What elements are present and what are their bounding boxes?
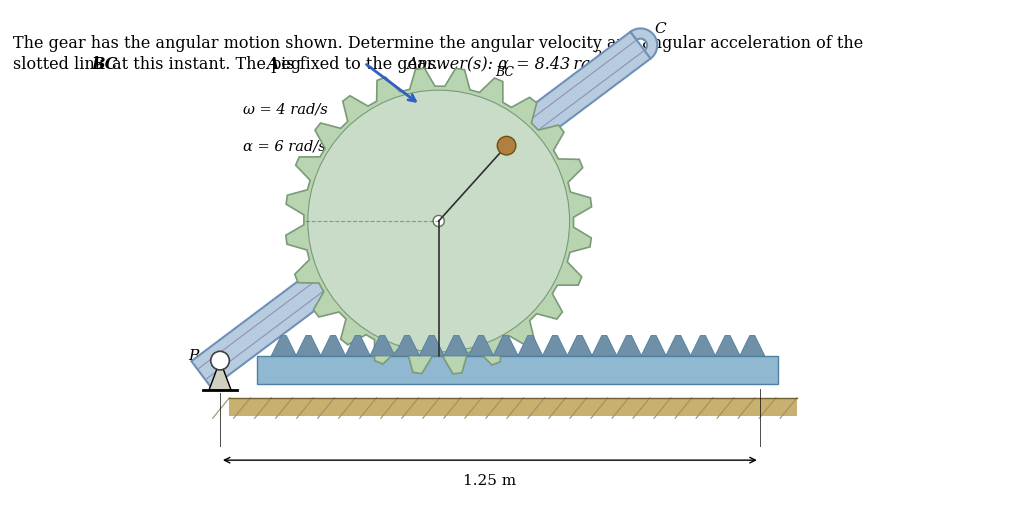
Polygon shape	[419, 335, 444, 356]
Polygon shape	[370, 335, 395, 356]
Polygon shape	[191, 32, 650, 388]
Polygon shape	[209, 360, 231, 390]
Text: D: D	[449, 360, 460, 374]
Text: ω = 4 rad/s: ω = 4 rad/s	[244, 103, 328, 117]
Text: A: A	[518, 124, 528, 138]
Text: B: B	[188, 349, 200, 363]
Text: is fixed to the gear.: is fixed to the gear.	[275, 56, 442, 73]
Polygon shape	[321, 335, 346, 356]
Text: BC: BC	[91, 56, 118, 73]
Text: A: A	[266, 56, 279, 73]
Polygon shape	[443, 335, 469, 356]
Text: 0.3 m: 0.3 m	[449, 182, 485, 195]
Bar	[257, 356, 778, 384]
Polygon shape	[286, 68, 592, 374]
Text: 1.25 m: 1.25 m	[463, 474, 516, 488]
Bar	[229, 398, 797, 416]
Text: at this instant. The peg: at this instant. The peg	[106, 56, 306, 73]
Text: Answer(s): α: Answer(s): α	[407, 56, 509, 73]
Polygon shape	[739, 335, 765, 356]
Text: The gear has the angular motion shown. Determine the angular velocity and angula: The gear has the angular motion shown. D…	[12, 35, 863, 52]
Text: 0.4 m: 0.4 m	[366, 180, 403, 193]
Polygon shape	[543, 335, 567, 356]
Text: BC: BC	[496, 66, 514, 79]
Polygon shape	[592, 335, 616, 356]
Polygon shape	[494, 335, 518, 356]
Text: O: O	[446, 226, 459, 240]
Polygon shape	[296, 335, 321, 356]
Polygon shape	[518, 335, 543, 356]
Circle shape	[308, 90, 569, 352]
Polygon shape	[690, 335, 716, 356]
Circle shape	[498, 137, 516, 155]
Circle shape	[433, 215, 444, 226]
Text: α = 6 rad/s²: α = 6 rad/s²	[244, 140, 332, 154]
Polygon shape	[271, 335, 296, 356]
Polygon shape	[345, 335, 371, 356]
Polygon shape	[641, 335, 667, 356]
Circle shape	[211, 351, 229, 370]
Polygon shape	[666, 335, 691, 356]
Polygon shape	[468, 335, 494, 356]
Polygon shape	[567, 335, 592, 356]
Text: 2: 2	[593, 50, 601, 63]
Text: = 8.43 rad/s: = 8.43 rad/s	[511, 56, 614, 73]
Text: C: C	[654, 22, 667, 36]
Polygon shape	[631, 28, 657, 59]
Text: slotted link: slotted link	[12, 56, 110, 73]
Polygon shape	[394, 335, 420, 356]
Polygon shape	[715, 335, 740, 356]
Polygon shape	[616, 335, 641, 356]
